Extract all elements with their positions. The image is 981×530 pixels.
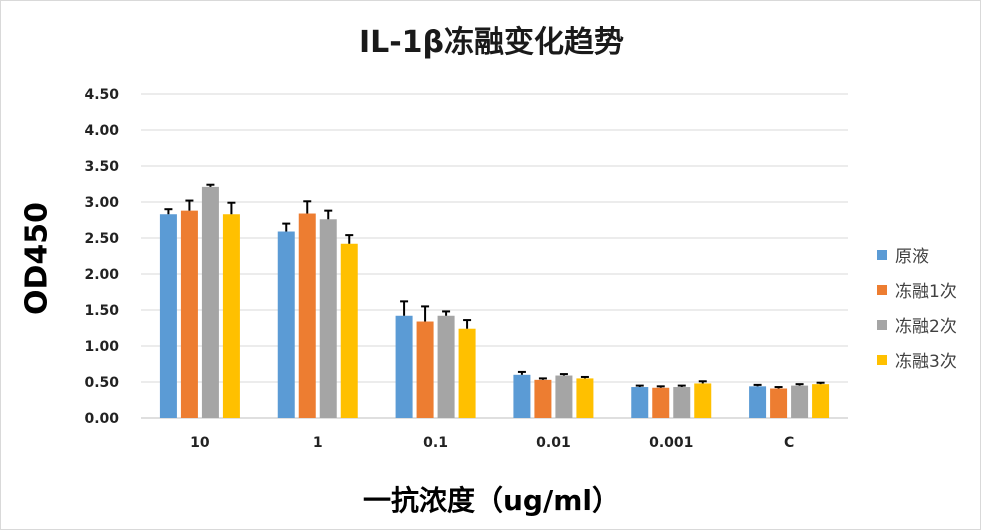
bar — [513, 374, 531, 418]
bar — [437, 315, 455, 418]
bar — [395, 315, 413, 418]
x-tick-label: 1 — [313, 435, 323, 451]
x-axis-title: 一抗浓度（ug/ml） — [363, 484, 620, 517]
bar — [222, 214, 240, 418]
legend-item: 冻融1次 — [877, 272, 957, 307]
x-tick-label: 0.01 — [536, 435, 571, 451]
y-tick-label: 2.50 — [84, 231, 119, 247]
y-tick-label: 1.50 — [84, 303, 119, 319]
legend-label: 原液 — [895, 247, 929, 267]
bar — [319, 219, 337, 418]
y-tick-label: 3.00 — [84, 195, 119, 211]
bar — [631, 387, 649, 418]
legend-item: 原液 — [877, 237, 957, 272]
bar — [791, 385, 809, 418]
legend-swatch — [877, 249, 887, 260]
y-tick-label: 3.50 — [84, 159, 119, 175]
y-tick-label: 4.00 — [84, 123, 119, 139]
legend-item: 冻融2次 — [877, 307, 957, 342]
y-tick-label: 0.00 — [84, 411, 119, 427]
y-tick-label: 4.50 — [84, 87, 119, 103]
x-tick-label: 0.001 — [649, 435, 693, 451]
legend-swatch — [877, 354, 887, 365]
bar — [576, 378, 594, 418]
y-tick-label: 0.50 — [84, 375, 119, 391]
legend-label: 冻融1次 — [895, 282, 957, 302]
x-tick-label: 10 — [190, 435, 210, 451]
bar — [555, 375, 573, 418]
legend-item: 冻融3次 — [877, 342, 957, 377]
bar — [749, 386, 767, 418]
bar — [277, 231, 295, 418]
bar — [652, 387, 670, 418]
bar — [673, 387, 691, 418]
bar — [812, 384, 830, 418]
bar — [694, 383, 712, 418]
bar — [458, 328, 476, 418]
bar — [340, 243, 358, 418]
bar — [534, 379, 552, 418]
legend: 原液冻融1次冻融2次冻融3次 — [877, 237, 957, 377]
legend-label: 冻融2次 — [895, 317, 957, 337]
legend-label: 冻融3次 — [895, 352, 957, 372]
chart-title: IL-1β冻融变化趋势 — [358, 25, 625, 60]
bar — [159, 214, 177, 418]
bar — [201, 186, 219, 418]
bar — [416, 321, 434, 418]
y-tick-label: 2.00 — [84, 267, 119, 283]
legend-swatch — [877, 319, 887, 330]
bar — [770, 388, 788, 418]
x-tick-label: 0.1 — [423, 435, 448, 451]
legend-swatch — [877, 284, 887, 295]
x-tick-label: C — [784, 435, 794, 451]
y-tick-label: 1.00 — [84, 339, 119, 355]
bar — [180, 210, 198, 418]
bar — [298, 213, 316, 418]
